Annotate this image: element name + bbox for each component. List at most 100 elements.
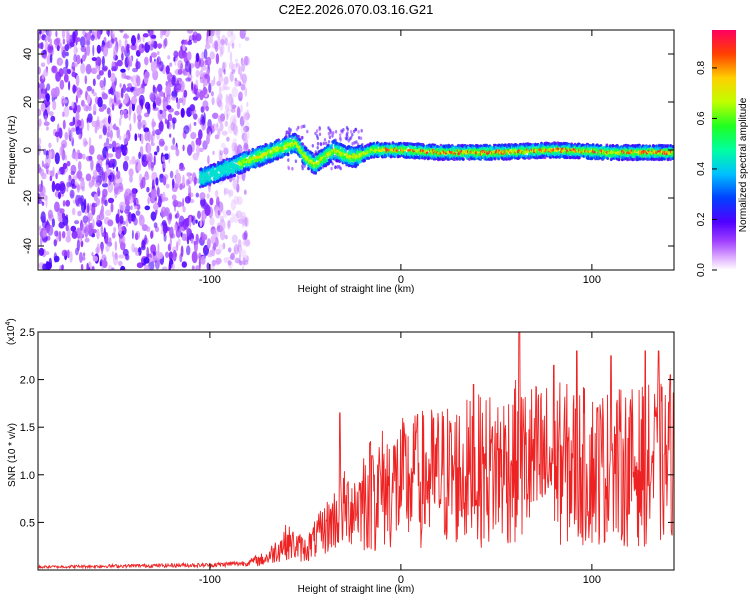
noise-blob [239,260,243,266]
noise-blob [48,257,52,269]
noise-blob [171,145,178,151]
signal-blob [301,142,304,146]
noise-blob [101,91,106,97]
noise-blob [66,181,71,188]
speckle [332,131,335,135]
noise-blob [140,257,145,264]
signal-blob [388,142,391,146]
noise-blob [107,115,111,125]
noise-blob [221,34,227,46]
noise-blob [206,75,210,84]
noise-blob [80,62,86,74]
speckle [301,166,304,171]
noise-blob [178,97,184,103]
noise-blob [58,127,63,139]
noise-blob [206,193,210,199]
speckle [340,129,343,133]
noise-blob [81,54,86,62]
noise-blob [215,248,222,255]
noise-blob [92,44,95,57]
signal-blob [458,157,462,161]
signal-blob [329,160,333,164]
noise-blob [225,104,229,113]
speckle [318,127,321,132]
speckle [338,165,342,170]
noise-blob [160,30,163,39]
noise-blob [231,98,234,107]
noise-blob [124,75,130,80]
noise-blob [59,79,65,90]
noise-blob [91,57,97,62]
noise-blob [226,113,229,121]
noise-blob [165,65,170,75]
noise-blob [205,105,210,112]
noise-blob [234,142,238,153]
noise-blob [38,144,41,153]
noise-blob [61,264,64,270]
noise-blob [155,64,162,69]
noise-blob [46,126,49,131]
noise-blob [164,207,170,216]
noise-blob [219,85,222,95]
noise-blob [93,193,98,202]
noise-blob [127,83,132,88]
signal-blob [302,151,306,155]
noise-blob [42,194,48,201]
noise-blob [182,144,185,152]
noise-blob [198,147,204,153]
noise-blob [82,215,89,224]
noise-blob [76,119,82,127]
noise-blob [210,91,214,97]
noise-blob [132,74,137,86]
noise-blob [76,54,81,65]
noise-blob [229,217,234,224]
noise-blob [147,196,150,205]
noise-blob [42,88,46,99]
noise-blob [58,192,61,200]
noise-blob [115,91,121,101]
speckle [316,129,319,133]
noise-blob [134,205,138,210]
noise-blob [158,121,164,131]
noise-blob [222,61,226,73]
noise-blob [45,94,48,99]
speckle [346,131,349,135]
noise-blob [96,154,102,161]
noise-blob [243,230,248,241]
noise-blob [95,65,100,72]
noise-blob [109,97,113,108]
noise-blob [106,107,111,115]
speckle [336,165,339,169]
noise-blob [51,218,56,228]
noise-blob [61,212,66,219]
noise-blob [66,68,72,75]
noise-blob [211,259,216,267]
signal-blob [372,141,376,145]
noise-blob [121,109,128,114]
noise-blob [121,71,126,77]
noise-blob [112,124,117,130]
noise-blob [199,90,204,101]
noise-blob [67,127,71,135]
speckle [350,129,353,134]
noise-blob [171,194,177,201]
noise-blob [184,196,191,204]
noise-blob [185,77,191,82]
noise-blob [244,36,250,41]
noise-blob [111,66,117,72]
noise-blob [108,264,113,270]
noise-blob [229,51,233,62]
noise-blob [71,101,75,109]
speckle [291,166,294,171]
noise-blob [214,134,220,140]
noise-blob [178,165,186,171]
noise-blob [235,62,238,67]
noise-blob [180,107,185,118]
noise-blob [151,179,155,191]
signal-blob [263,156,267,160]
signal-blob [225,157,229,161]
noise-blob [68,174,71,181]
noise-blob [107,219,114,227]
noise-blob [109,158,115,164]
